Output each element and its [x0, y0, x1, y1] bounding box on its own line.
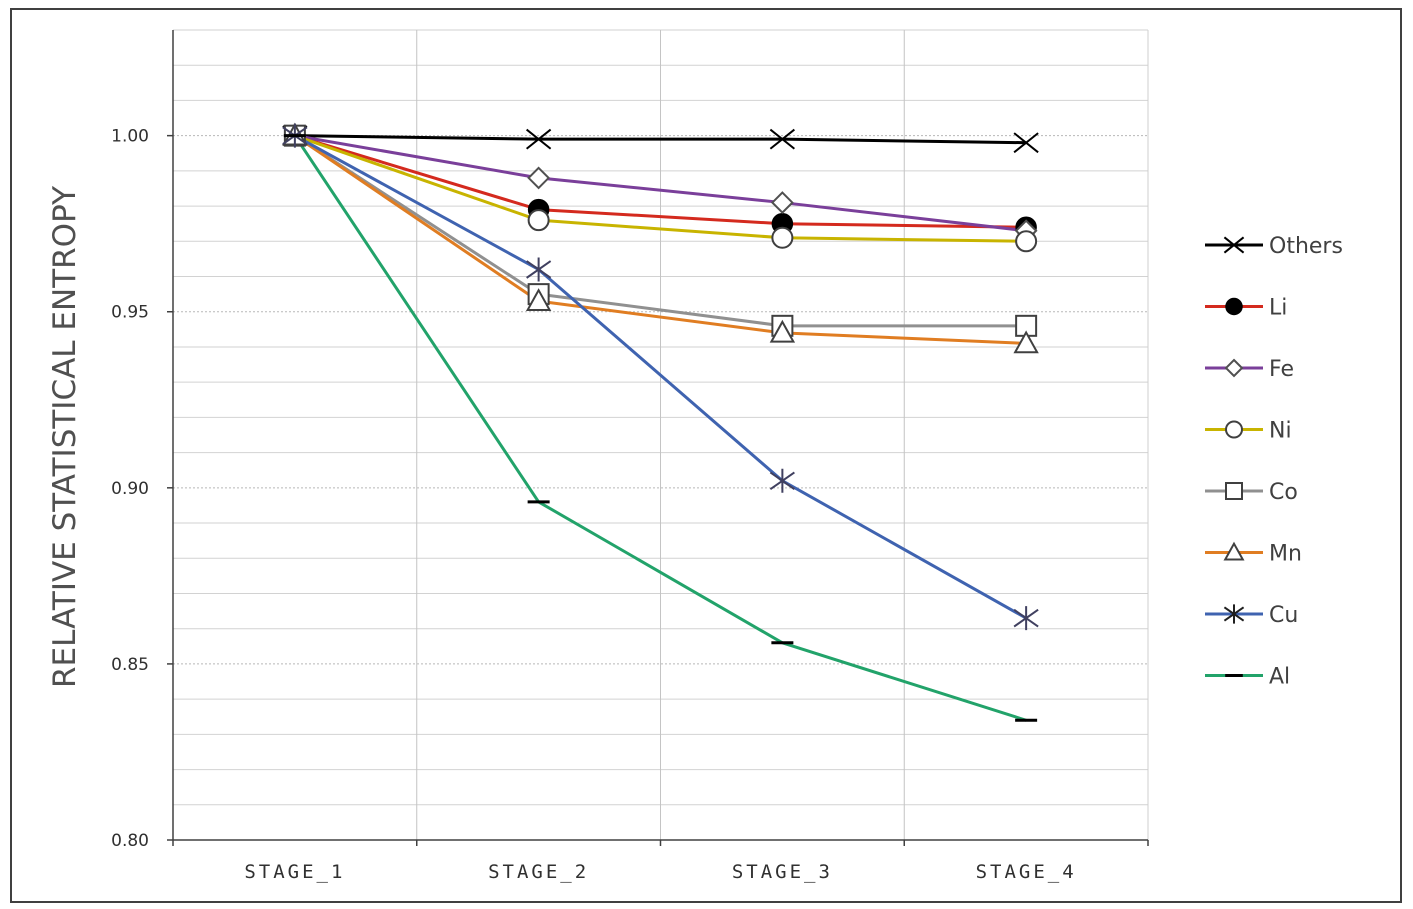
- legend-marker-ni: [1225, 420, 1243, 439]
- data-point-others: [1013, 132, 1039, 154]
- legend-label-cu: Cu: [1269, 603, 1298, 628]
- data-point-others: [526, 128, 552, 150]
- y-tick-label: 0.80: [111, 831, 149, 851]
- data-point-ni: [771, 226, 794, 249]
- axes: 0.80 0.85 0.90 0.95 1.00 STAGE_1 STAGE_2 STAGE_…: [111, 30, 1149, 883]
- x-tick-label: STAGE_4: [976, 861, 1077, 883]
- legend-marker-li: [1225, 297, 1243, 316]
- grid: [173, 29, 1149, 840]
- data-point-cu: [1013, 606, 1039, 631]
- legend: Others Li Fe Ni Co Mn Cu Al: [1205, 234, 1343, 690]
- legend-item-cu: Cu: [1205, 603, 1298, 628]
- chart-frame: [10, 8, 1402, 903]
- legend-marker-others: [1223, 236, 1245, 254]
- data-point-others: [769, 128, 795, 150]
- series-line-mn: [294, 134, 1027, 345]
- legend-label-mn: Mn: [1269, 542, 1302, 567]
- series-markers: [282, 122, 1039, 722]
- series-line-al: [293, 134, 1027, 722]
- series-line-li: [294, 134, 1027, 229]
- legend-label-others: Others: [1269, 234, 1343, 259]
- data-point-mn: [525, 288, 552, 311]
- data-point-mn: [1013, 330, 1039, 354]
- legend-marker-fe: [1224, 358, 1244, 378]
- data-point-ni: [527, 209, 550, 232]
- data-point-ni: [1015, 230, 1038, 253]
- y-tick-label: 0.85: [111, 655, 149, 675]
- x-tick-label: STAGE_2: [488, 861, 589, 883]
- x-tick-label: STAGE_3: [732, 861, 833, 883]
- legend-marker-mn: [1223, 541, 1245, 561]
- legend-label-co: Co: [1269, 480, 1298, 505]
- legend-label-li: Li: [1269, 296, 1287, 321]
- data-point-fe: [770, 191, 794, 214]
- legend-item-al: Al: [1205, 665, 1290, 690]
- y-axis-label: RELATIVE STATISTICAL ENTROPY: [47, 186, 83, 688]
- series-line-others: [294, 134, 1027, 145]
- series-line-co: [294, 134, 1027, 328]
- legend-item-fe: Fe: [1205, 357, 1294, 382]
- data-point-cu: [526, 257, 552, 282]
- legend-marker-co: [1225, 482, 1243, 500]
- legend-item-others: Others: [1205, 234, 1343, 259]
- legend-item-ni: Ni: [1205, 419, 1292, 444]
- legend-item-co: Co: [1205, 480, 1298, 505]
- y-tick-label: 1.00: [111, 127, 149, 147]
- x-tick-label: STAGE_1: [244, 861, 345, 883]
- legend-label-ni: Ni: [1269, 419, 1292, 444]
- data-point-cu: [769, 468, 795, 493]
- series-line-cu: [294, 134, 1027, 620]
- legend-item-mn: Mn: [1205, 542, 1302, 567]
- series-line-ni: [294, 134, 1027, 243]
- legend-label-al: Al: [1269, 665, 1290, 690]
- series-lines: [293, 134, 1027, 722]
- legend-item-li: Li: [1205, 296, 1287, 321]
- data-point-mn: [769, 319, 796, 343]
- data-point-fe: [527, 166, 551, 190]
- series-line-fe: [294, 134, 1027, 233]
- legend-marker-cu: [1223, 604, 1245, 624]
- legend-label-fe: Fe: [1269, 357, 1294, 382]
- y-tick-label: 0.95: [111, 303, 149, 323]
- y-tick-label: 0.90: [111, 479, 149, 499]
